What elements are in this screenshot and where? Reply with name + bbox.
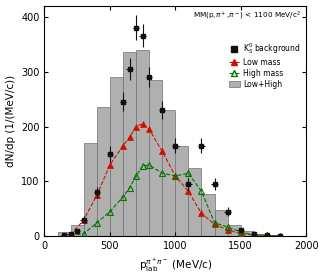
Bar: [136, 50, 149, 236]
X-axis label: p$_{\rm lab}^{\pi^+\pi^-}$ (MeV/c): p$_{\rm lab}^{\pi^+\pi^-}$ (MeV/c): [139, 257, 212, 274]
Bar: [84, 143, 97, 236]
Bar: [188, 168, 202, 236]
Bar: [110, 77, 123, 236]
Bar: [71, 225, 84, 236]
Bar: [149, 80, 162, 236]
Bar: [267, 235, 280, 236]
Bar: [162, 110, 175, 236]
Bar: [175, 146, 188, 236]
Bar: [228, 225, 241, 236]
Bar: [254, 234, 267, 236]
Bar: [58, 232, 71, 236]
Bar: [202, 193, 214, 236]
Bar: [97, 107, 110, 236]
Text: MM(p,$\pi^+$,$\pi^-$) < 1100 MeV/c$^2$: MM(p,$\pi^+$,$\pi^-$) < 1100 MeV/c$^2$: [193, 10, 301, 22]
Bar: [241, 231, 254, 236]
Bar: [123, 52, 136, 236]
Y-axis label: dN/dp (1/(MeV/c)): dN/dp (1/(MeV/c)): [6, 75, 16, 167]
Legend: K$_S^0$ background, Low mass, High mass, Low+High: K$_S^0$ background, Low mass, High mass,…: [227, 39, 302, 90]
Bar: [214, 210, 228, 236]
